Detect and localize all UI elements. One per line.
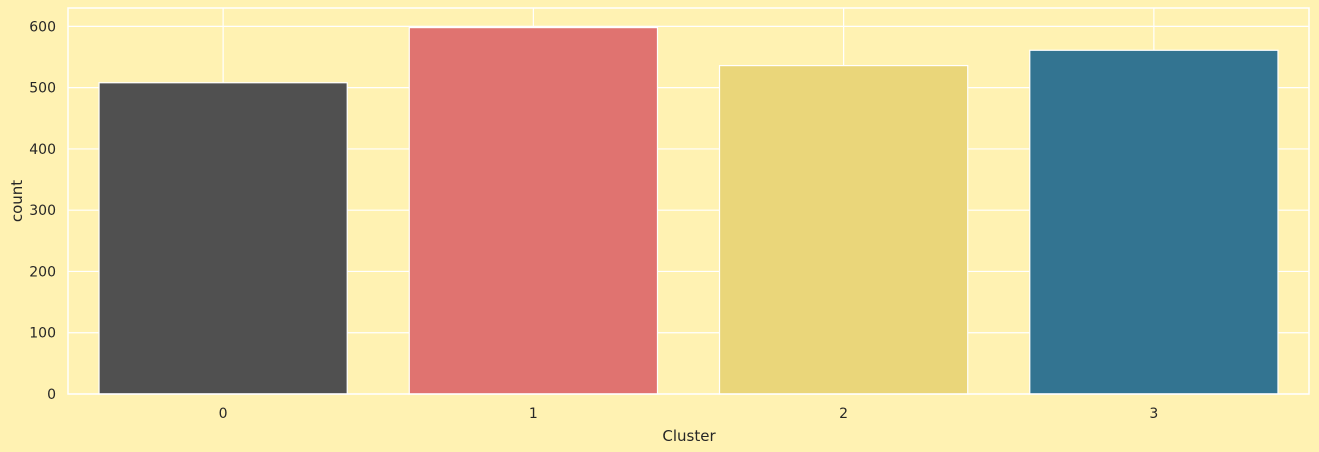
x-tick-label: 2 (839, 406, 848, 422)
bar-cluster-2 (718, 64, 969, 395)
y-axis-label: count (8, 180, 26, 222)
y-axis-ticks: 0 100 200 300 400 500 600 (29, 19, 56, 403)
bar-cluster-1 (408, 27, 659, 395)
plot-frame (67, 7, 1310, 395)
y-tick-label: 0 (47, 387, 56, 403)
y-tick-label: 100 (29, 326, 56, 342)
bar-cluster-3 (1029, 49, 1279, 395)
x-tick-label: 1 (529, 406, 538, 422)
y-tick-label: 600 (29, 19, 56, 35)
bars-group (98, 27, 1279, 395)
y-tick-label: 300 (29, 203, 56, 219)
x-axis-label: Cluster (662, 427, 716, 445)
x-axis-ticks: 0 1 2 3 (219, 406, 1159, 422)
y-tick-label: 500 (29, 81, 56, 97)
y-tick-label: 200 (29, 264, 56, 280)
bar-cluster-0 (98, 82, 348, 395)
x-tick-label: 3 (1149, 406, 1158, 422)
x-tick-label: 0 (219, 406, 228, 422)
y-tick-label: 400 (29, 142, 56, 158)
